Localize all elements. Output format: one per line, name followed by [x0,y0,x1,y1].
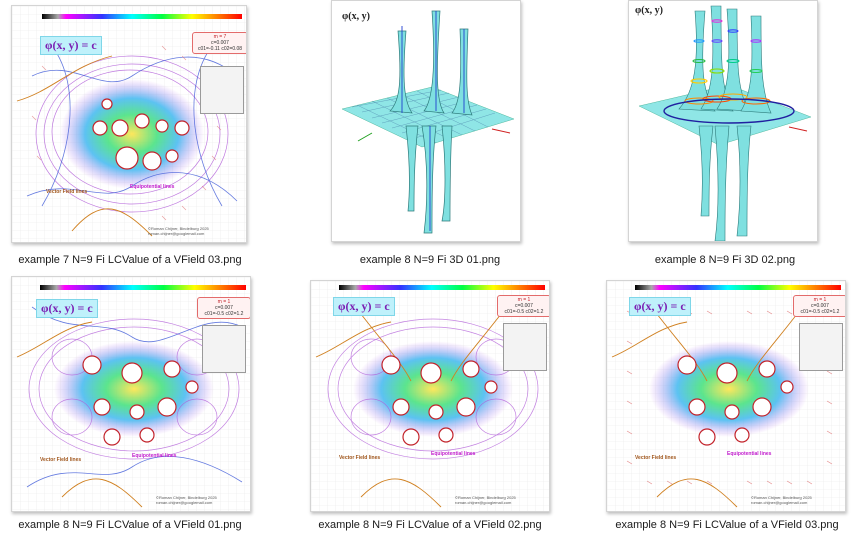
phi-formula-label: φ(x, y) = c [333,297,395,316]
equipotential-label: Equipotential lines [130,184,175,190]
parameter-c: c=0.007 [515,303,533,309]
parameter-c0: c01=-0.5 c02=1.2 [204,311,244,317]
field-plot-graphic [607,281,845,511]
parameter-c0: c01=-0.5 c02=1.2 [800,309,840,315]
thumbnail-image: φ(x, y) = c m = 1 c=0.007 c01=-0.5 c02=1… [606,280,846,512]
equipotential-label: Equipotential lines [431,451,476,457]
phi-formula-label: φ(x, y) = c [629,297,691,316]
phi-axis-label: φ(x, y) [342,11,370,22]
parameter-c0: c01=-0.11 c02=0.08 [197,46,243,52]
parameter-box: m = 1 c=0.007 c01=-0.5 c02=1.2 [497,295,549,317]
thumbnail-image: φ(x, y) [628,0,818,242]
file-name-label: example 8 N=9 Fi LCValue of a VField 02.… [318,519,542,531]
thumbnail-image: φ(x, y) = c m = 1 c=0.007 c01=-0.5 c02=1… [310,280,550,512]
file-name-label: example 8 N=9 Fi 3D 01.png [359,254,501,266]
copyright-text: ©Roman Chijner, Bindelburg 2025 roman.ch… [148,226,209,236]
copyright-text: ©Roman Chijner, Bindelburg 2025 roman.ch… [751,495,812,505]
copyright-text: ©Roman Chijner, Bindelburg 2025 roman.ch… [156,495,217,505]
parameter-box: m = 7 c=0.007 c01=-0.11 c02=0.08 [192,32,246,54]
coefficients-table [202,325,246,373]
vector-field-label: Vector Field lines [339,455,381,461]
copyright-text: ©Roman Chijner, Bindelburg 2025 roman.ch… [455,495,516,505]
phi-formula-label: φ(x, y) = c [36,299,98,318]
field-plot-graphic [311,281,549,511]
file-item[interactable]: φ(x, y) = c m = 1 c=0.007 c01=-0.5 c02=1… [596,272,858,544]
file-name-label: example 8 N=9 Fi LCValue of a VField 01.… [18,519,242,531]
vector-field-label: Vector Field lines [40,457,82,463]
parameter-c: c=0.007 [215,305,233,311]
parameter-c: c=0.007 [811,303,829,309]
equipotential-label: Equipotential lines [132,453,177,459]
coefficients-table [200,66,244,114]
parameter-m: m = 7 [213,34,227,40]
parameter-m: m = 1 [813,297,827,303]
equipotential-label: Equipotential lines [727,451,772,457]
parameter-c: c=0.007 [211,40,229,46]
coefficients-table [503,323,547,371]
vector-field-label: Vector Field lines [635,455,677,461]
surface-3d-graphic [332,1,520,241]
parameter-box: m = 1 c=0.007 c01=-0.5 c02=1.2 [793,295,845,317]
parameter-m: m = 1 [217,299,231,305]
thumbnail-image: φ(x, y) [331,0,521,242]
vector-field-label: Vector Field lines [46,189,88,195]
phi-axis-label: φ(x, y) [635,5,663,16]
thumbnail-image: φ(x, y) = c m = 7 c=0.007 c01=-0.11 c02=… [11,5,247,243]
file-name-label: example 7 N=9 Fi LCValue of a VField 03.… [18,254,242,266]
file-item[interactable]: φ(x, y) example 8 N=9 Fi 3D 01.png [305,0,555,270]
surface-3d-graphic [629,1,817,241]
phi-formula-label: φ(x, y) = c [40,36,102,55]
coefficients-table [799,323,843,371]
file-name-label: example 8 N=9 Fi 3D 02.png [654,254,796,266]
file-item[interactable]: φ(x, y) = c m = 1 c=0.007 c01=-0.5 c02=1… [300,272,560,544]
file-name-label: example 8 N=9 Fi LCValue of a VField 03.… [615,519,839,531]
file-item[interactable]: φ(x, y) example 8 N=9 Fi 3D 02.png [600,0,850,270]
file-item[interactable]: φ(x, y) = c m = 7 c=0.007 c01=-0.11 c02=… [5,0,255,270]
file-item[interactable]: φ(x, y) = c m = 1 c=0.007 c01=-0.5 c02=1… [5,272,255,544]
parameter-c0: c01=-0.5 c02=1.2 [504,309,544,315]
parameter-m: m = 1 [517,297,531,303]
thumbnail-image: φ(x, y) = c m = 1 c=0.007 c01=-0.5 c02=1… [11,276,251,512]
parameter-box: m = 1 c=0.007 c01=-0.5 c02=1.2 [197,297,250,319]
